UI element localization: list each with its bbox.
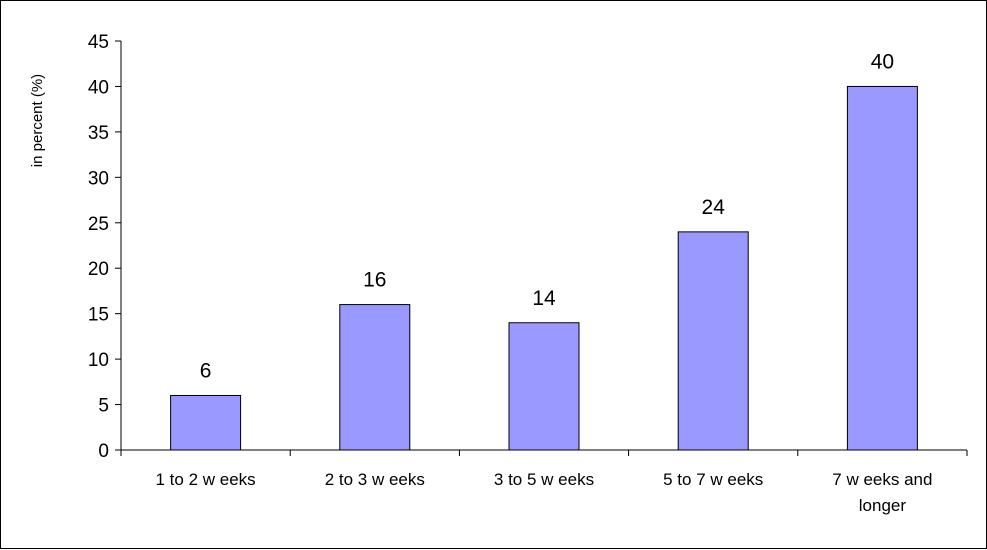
data-label: 14 bbox=[532, 287, 556, 310]
data-labels: 6 16 14 24 40 bbox=[200, 50, 894, 382]
y-tick-label: 30 bbox=[88, 168, 109, 189]
y-axis: 0 5 10 15 20 25 30 35 40 45 bbox=[88, 32, 122, 462]
x-tick-label: 7 w eeks and longer bbox=[832, 470, 932, 515]
y-tick-label: 20 bbox=[88, 259, 109, 280]
bar bbox=[339, 304, 411, 451]
y-tick-label: 15 bbox=[88, 305, 109, 326]
bar bbox=[677, 231, 749, 451]
y-axis-title: in percent (%) bbox=[29, 74, 46, 167]
data-label: 6 bbox=[200, 359, 212, 382]
data-label: 40 bbox=[871, 50, 894, 73]
x-tick-label: 1 to 2 w eeks bbox=[156, 470, 256, 489]
x-axis: 1 to 2 w eeks 2 to 3 w eeks 3 to 5 w eeks 5… bbox=[120, 449, 968, 515]
data-label: 16 bbox=[363, 269, 386, 292]
y-tick-label: 25 bbox=[88, 214, 109, 235]
y-tick-label: 35 bbox=[88, 123, 109, 144]
bar bbox=[846, 85, 918, 451]
bars bbox=[170, 85, 918, 451]
y-tick-label: 0 bbox=[98, 441, 109, 462]
y-tick-label: 10 bbox=[88, 350, 109, 371]
data-label: 24 bbox=[702, 196, 726, 219]
y-tick-label: 40 bbox=[88, 77, 109, 98]
bar bbox=[170, 394, 242, 451]
y-tick-label: 5 bbox=[98, 396, 109, 417]
y-tick-label: 45 bbox=[88, 32, 109, 53]
bar bbox=[508, 322, 580, 451]
x-tick-label: 3 to 5 w eeks bbox=[494, 470, 594, 489]
x-tick-label: 2 to 3 w eeks bbox=[325, 470, 425, 489]
x-tick-label: 5 to 7 w eeks bbox=[663, 470, 763, 489]
